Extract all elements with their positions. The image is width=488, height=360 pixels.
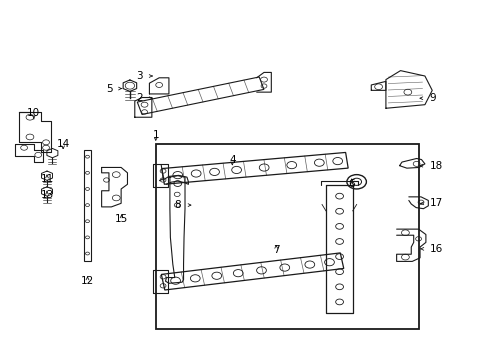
Text: 4: 4 bbox=[228, 155, 235, 165]
Text: 16: 16 bbox=[429, 244, 442, 254]
Text: 2: 2 bbox=[136, 93, 143, 103]
Text: 17: 17 bbox=[429, 198, 442, 208]
Bar bbox=[84, 149, 90, 261]
Text: 3: 3 bbox=[136, 71, 143, 81]
Text: 13: 13 bbox=[41, 190, 54, 200]
Text: 7: 7 bbox=[272, 245, 279, 255]
Text: 12: 12 bbox=[81, 276, 94, 286]
Text: 1: 1 bbox=[152, 130, 159, 140]
Text: 18: 18 bbox=[429, 161, 442, 171]
Text: 14: 14 bbox=[57, 139, 70, 149]
Text: 8: 8 bbox=[174, 200, 181, 210]
Text: 5: 5 bbox=[106, 84, 113, 94]
Text: 10: 10 bbox=[27, 108, 41, 118]
Text: 9: 9 bbox=[429, 93, 435, 103]
Bar bbox=[156, 144, 418, 329]
Text: 11: 11 bbox=[41, 174, 54, 184]
Text: 15: 15 bbox=[115, 215, 128, 224]
Text: 6: 6 bbox=[348, 179, 354, 189]
